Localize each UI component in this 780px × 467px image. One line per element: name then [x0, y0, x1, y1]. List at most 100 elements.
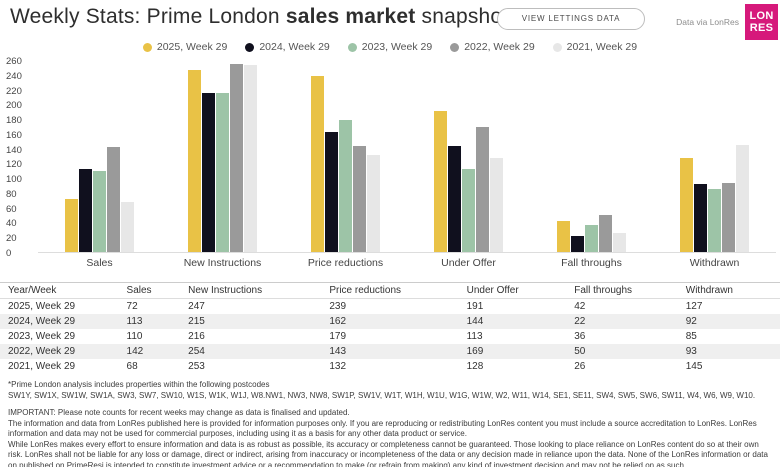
legend-label: 2024, Week 29: [259, 41, 330, 53]
bar-group: [653, 144, 776, 252]
bar: [188, 69, 201, 252]
y-axis-tick-label: 160: [6, 129, 22, 141]
table-cell: 42: [574, 301, 586, 312]
data-table: Year/Week Sales New Instructions Price redu…: [0, 282, 780, 374]
page-title-suffix: snapshot: [415, 5, 509, 28]
disclaimer-paragraph-1: The information and data from LonRes pub…: [8, 418, 757, 439]
lonres-logo[interactable]: LON RES: [745, 4, 778, 40]
table-cell: 132: [329, 361, 347, 372]
bar: [107, 147, 120, 252]
lonres-logo-line1: LON: [749, 10, 774, 22]
bar: [202, 93, 215, 252]
table-cell: 22: [574, 316, 586, 327]
bar: [367, 154, 380, 252]
bar: [311, 75, 324, 252]
header: Weekly Stats: Prime London sales market …: [0, 0, 780, 40]
y-axis-tick-label: 20: [6, 233, 17, 245]
important-note: IMPORTANT: Please note counts for recent…: [8, 408, 350, 418]
y-axis-tick-label: 40: [6, 218, 17, 230]
bar: [230, 64, 243, 252]
table-cell: 26: [574, 361, 586, 372]
table-cell: 215: [188, 316, 205, 327]
table-cell: 144: [466, 316, 484, 327]
bar-group: [284, 75, 407, 252]
lonres-logo-line2: RES: [749, 22, 774, 34]
bar: [557, 221, 570, 252]
y-axis-tick-label: 80: [6, 188, 17, 200]
y-axis-tick-label: 260: [6, 56, 22, 67]
table-cell: 216: [188, 331, 205, 342]
bar: [93, 170, 106, 252]
y-axis-tick-label: 120: [6, 159, 22, 171]
table-cell: 113: [466, 331, 483, 342]
table-cell: 2023, Week 29: [8, 331, 76, 342]
table-cell: 72: [126, 301, 138, 312]
category-label: New Instructions: [183, 257, 262, 269]
table-header-cell: Under Offer: [458, 282, 567, 299]
table-cell: 179: [329, 331, 347, 342]
bar: [708, 189, 721, 252]
table-cell: 254: [188, 346, 205, 357]
postcode-list: SW1Y, SW1X, SW1W, SW1A, SW3, SW7, SW10, …: [8, 390, 756, 400]
category-label: Fall throughs: [561, 257, 622, 269]
table-header-cell: Year/Week: [0, 282, 119, 299]
legend-item: 2021, Week 29: [552, 41, 637, 53]
page-title-bold: sales market: [285, 5, 416, 28]
bar: [736, 144, 749, 252]
y-axis-tick-label: 180: [6, 115, 22, 127]
chart-category-axis: Sales New Instructions Price reductions Und…: [38, 257, 776, 269]
table-cell: 2022, Week 29: [8, 346, 76, 357]
table-cell: 2021, Week 29: [8, 361, 76, 372]
y-axis-tick-label: 200: [6, 100, 22, 112]
table-cell: 145: [685, 361, 703, 372]
bar: [79, 168, 92, 252]
bar: [339, 119, 352, 252]
postcode-note: *Prime London analysis includes properti…: [8, 380, 270, 389]
legend-color-dot: [245, 42, 255, 52]
table-cell: 128: [466, 361, 484, 372]
table-cell: 50: [574, 346, 586, 357]
table-cell: 110: [126, 331, 143, 342]
legend-color-dot: [347, 42, 357, 52]
table-cell: 93: [685, 346, 697, 357]
table-row: 2023, Week 29 110 216 179 113 36 85: [0, 329, 780, 344]
table-header-cell: Price reductions: [321, 282, 459, 299]
chart-plot-area: 260 240 220 200 180 160 140 120 100 80 60 40 20 0: [6, 56, 776, 259]
legend-item: 2024, Week 29: [245, 41, 330, 53]
table-cell: 191: [466, 301, 484, 312]
legend-label: 2023, Week 29: [361, 41, 433, 53]
category-label: Price reductions: [307, 257, 384, 269]
bar: [613, 232, 626, 252]
table-header-cell: Fall throughs: [566, 282, 678, 299]
bar: [121, 201, 134, 252]
bar-group: [407, 111, 530, 252]
bar: [490, 157, 503, 252]
table-cell: 253: [188, 361, 205, 372]
table-cell: 2024, Week 29: [8, 316, 76, 327]
legend-label: 2022, Week 29: [464, 41, 535, 53]
bar: [325, 132, 338, 252]
table-cell: 92: [685, 316, 697, 327]
view-lettings-data-button[interactable]: VIEW LETTINGS DATA: [497, 8, 645, 30]
y-axis-tick-label: 100: [6, 174, 22, 186]
bar: [65, 198, 78, 252]
bar: [448, 145, 461, 252]
table-cell: 68: [126, 361, 138, 372]
bar: [571, 235, 584, 252]
bar-group: [161, 64, 284, 252]
table-header-cell: New Instructions: [180, 282, 322, 299]
table-cell: 169: [466, 346, 484, 357]
data-source-label: Data via LonRes: [676, 17, 739, 27]
bar: [462, 168, 475, 252]
bar: [680, 158, 693, 252]
bar-group: [530, 215, 653, 252]
disclaimer-paragraph-2: While LonRes makes every effort to ensur…: [8, 439, 768, 467]
table-row: 2024, Week 29 113 215 162 144 22 92: [0, 314, 780, 329]
y-axis-tick-label: 0: [6, 248, 12, 259]
bar: [216, 92, 229, 252]
page-title: Weekly Stats: Prime London sales market …: [10, 5, 508, 29]
category-label: Withdrawn: [689, 257, 740, 269]
y-axis-tick-label: 240: [6, 70, 22, 82]
page-title-prefix: Weekly Stats: Prime London: [10, 5, 286, 28]
table-cell: 2025, Week 29: [8, 301, 76, 312]
